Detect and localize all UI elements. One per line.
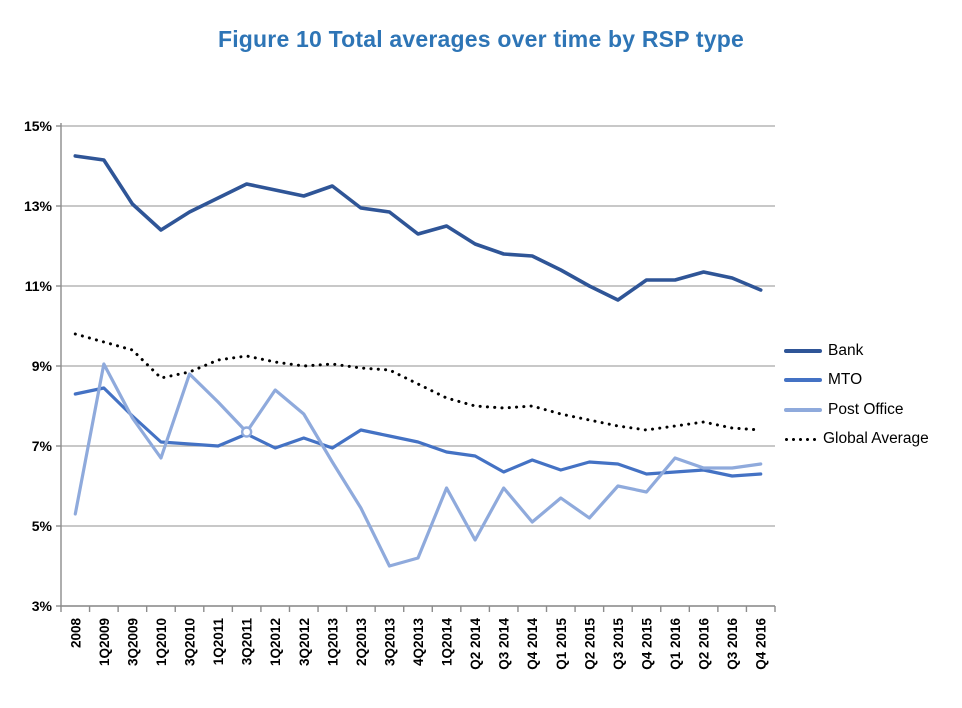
x-tick-label: Q2 2014: [468, 618, 483, 670]
x-tick-label: 3Q2009: [125, 618, 140, 666]
y-tick-label: 3%: [32, 598, 53, 614]
x-tick-label: Q3 2015: [611, 618, 626, 670]
legend-label-post-office: Post Office: [828, 400, 904, 418]
legend-item-bank: Bank: [784, 341, 960, 360]
legend-item-mto: MTO: [784, 371, 960, 390]
x-tick-label: Q4 2016: [754, 618, 769, 670]
x-tick-label: 2008: [68, 618, 83, 649]
y-tick-label: 13%: [24, 198, 53, 214]
bank-line-swatch-icon: [784, 348, 822, 353]
global-average-series-line: [73, 332, 763, 432]
post-office-line-swatch-icon: [784, 407, 822, 412]
legend-label-mto: MTO: [828, 371, 863, 388]
mto-line-swatch-icon: [784, 378, 822, 382]
global-average-dotted-swatch-icon: [784, 436, 817, 442]
post-office-series-line: [73, 362, 763, 568]
x-tick-label: 1Q2011: [211, 618, 226, 666]
x-tick-label: 1Q2009: [97, 618, 112, 666]
x-tick-label: 2Q2013: [354, 618, 369, 667]
x-tick-label: Q3 2016: [725, 618, 740, 670]
y-tick-label: 9%: [32, 358, 53, 374]
y-tick-label: 11%: [25, 278, 53, 294]
y-tick-label: 5%: [32, 518, 53, 534]
x-tick-label: Q4 2014: [525, 618, 540, 670]
y-tick-label: 7%: [32, 438, 53, 454]
x-tick-label: 1Q2012: [268, 618, 283, 666]
chart-legend: Bank MTO Post Office Global Average: [784, 341, 960, 459]
x-tick-label: 3Q2011: [240, 618, 255, 666]
legend-label-global-average: Global Average: [823, 430, 929, 447]
x-tick-label: Q4 2015: [639, 618, 654, 670]
legend-item-post-office: Post Office: [784, 400, 960, 419]
x-tick-label: 1Q2013: [325, 618, 340, 667]
x-tick-label: Q1 2015: [554, 618, 569, 670]
x-tick-label: 3Q2013: [382, 618, 397, 667]
x-tick-label: 1Q2010: [154, 618, 169, 666]
x-tick-label: 3Q2010: [183, 618, 198, 666]
legend-item-global-average: Global Average: [784, 430, 960, 449]
chart-title: Figure 10 Total averages over time by RS…: [217, 26, 745, 52]
x-tick-label: Q3 2014: [497, 618, 512, 670]
x-tick-label: 1Q2014: [440, 618, 455, 667]
x-tick-label: Q1 2016: [668, 618, 683, 670]
x-tick-label: 4Q2013: [411, 618, 426, 667]
legend-label-bank: Bank: [828, 341, 864, 359]
y-tick-label: 15%: [24, 118, 53, 134]
bank-series-line: [73, 154, 763, 302]
mto-series-line: [73, 386, 763, 478]
post-office-point-marker: [240, 426, 253, 438]
x-tick-label: Q2 2016: [697, 618, 712, 670]
x-tick-label: Q2 2015: [582, 618, 597, 670]
x-tick-label: 3Q2012: [297, 618, 312, 666]
